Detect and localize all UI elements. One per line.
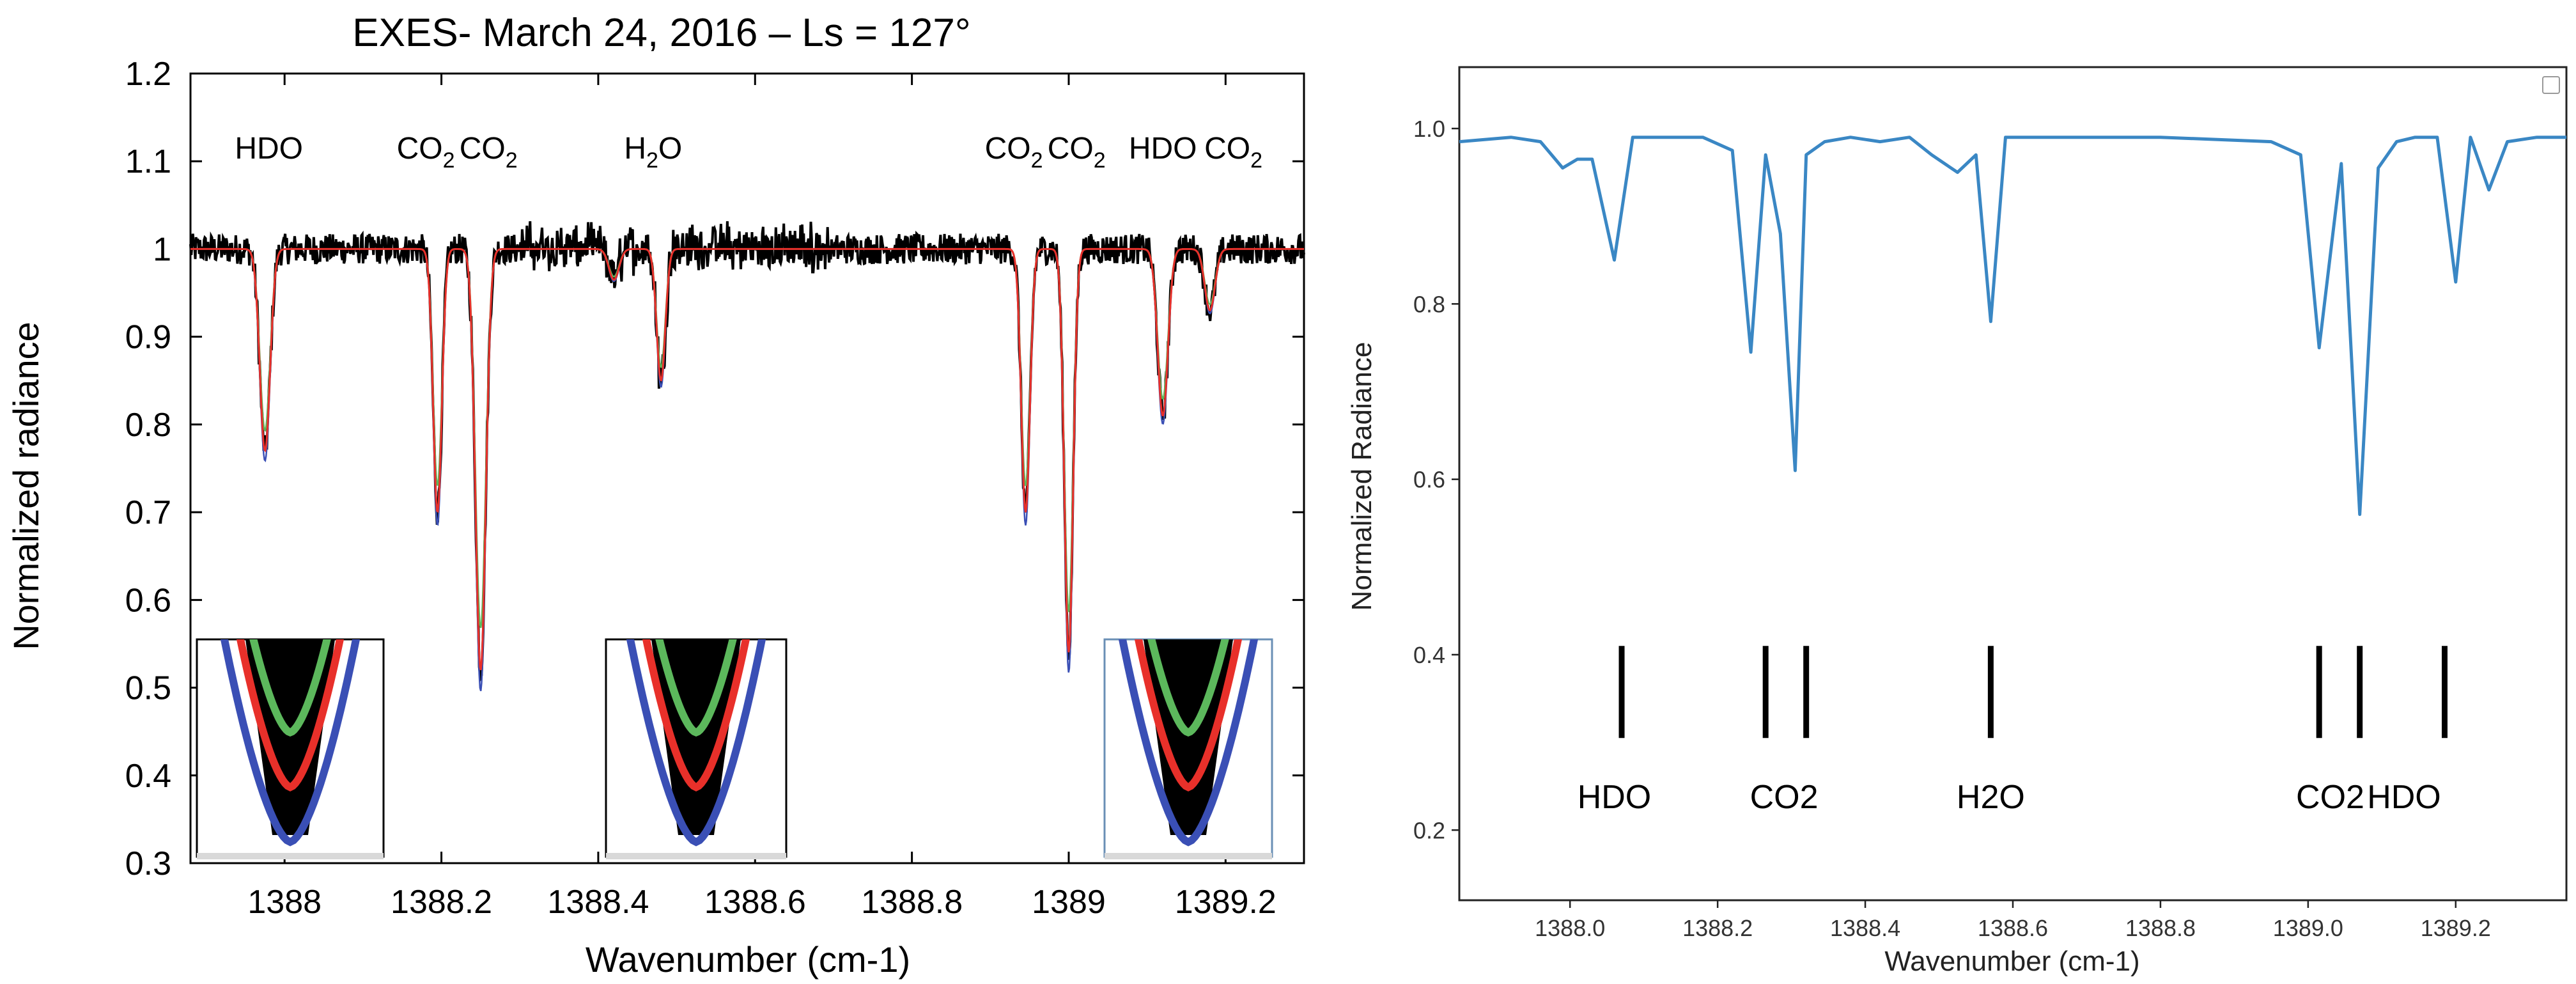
left-x-tick-label: 1389	[1032, 884, 1106, 921]
left-y-tick-label: 0.5	[125, 670, 171, 707]
left-x-tick-label: 1388.2	[391, 884, 492, 921]
right-species-label: HDO	[2367, 779, 2441, 816]
left-x-tick-label: 1389.2	[1175, 884, 1276, 921]
right-species-label: CO2	[1750, 779, 1819, 816]
inset-model-mid	[1134, 639, 1243, 792]
left-species-label: CO2	[985, 132, 1043, 173]
left-series-model-high	[190, 248, 1304, 692]
right-species-label: HDO	[1578, 779, 1652, 816]
right-series-spectrum	[1459, 136, 2566, 516]
right-x-tick-label: 1388.8	[2125, 915, 2196, 941]
left-species-label: CO2	[1048, 132, 1106, 173]
left-inset-hdo-2	[1103, 638, 1273, 859]
inset-shadow	[1105, 853, 1272, 859]
right-chart: 0.2 0.4 0.6 0.8 1.0 1388.0 1388.2 1388.4 1388.6 1…	[1346, 66, 2568, 977]
right-y-tick-label: 0.4	[1413, 642, 1445, 668]
left-inset-hdo	[196, 638, 385, 859]
left-x-axis-title: Wavenumber (cm-1)	[586, 939, 910, 980]
inset-curves	[1118, 639, 1259, 847]
left-chart: EXES- March 24, 2016 – Ls = 127° 0.30.40…	[6, 11, 1305, 980]
left-series-observed	[189, 221, 1305, 682]
left-x-tick-label: 1388.6	[704, 884, 806, 921]
left-x-tick-label: 1388	[247, 884, 322, 921]
left-y-tick-label: 0.7	[125, 494, 171, 531]
left-species-label: H2O	[624, 132, 682, 173]
inset-model-mid	[642, 639, 750, 792]
left-y-tick-label: 1	[153, 231, 171, 268]
left-plot-area: 0.3 0.4 0.5 0.6 0.7 0.8 0.9 1 1.1 1.2 1388 1388.2 13…	[125, 56, 1305, 921]
inset-model-mid	[236, 639, 345, 792]
inset-model-high	[1118, 639, 1259, 847]
right-plot-frame	[1458, 66, 2568, 902]
right-species-label: CO2	[2296, 779, 2364, 816]
left-species-label: HDO	[235, 132, 303, 166]
left-y-tick-label: 0.8	[125, 407, 171, 444]
inset-model-low	[249, 639, 331, 737]
left-y-tick-label: 0.6	[125, 582, 171, 619]
inset-curves	[220, 639, 361, 847]
left-y-tick-label: 0.3	[125, 845, 171, 882]
left-x-tick-label: 1388.4	[547, 884, 649, 921]
right-y-tick-label: 0.8	[1413, 291, 1445, 317]
right-x-tick-label: 1389.0	[2273, 915, 2343, 941]
left-y-axis-title: Normalized radiance	[6, 322, 46, 650]
left-series-model-low	[190, 248, 1304, 629]
right-x-tick-label: 1388.6	[1978, 915, 2048, 941]
right-species-label: H2O	[1957, 779, 2025, 816]
left-y-tick-label: 0.9	[125, 319, 171, 356]
left-species-label: CO2	[397, 132, 455, 173]
right-plot-area: 0.2 0.4 0.6 0.8 1.0 1388.0 1388.2 1388.4 1388.6 1…	[1413, 66, 2568, 941]
left-species-label: HDO	[1129, 132, 1197, 166]
right-x-tick-label: 1389.2	[2421, 915, 2491, 941]
right-x-tick-label: 1388.4	[1830, 915, 1900, 941]
inset-curves	[626, 639, 766, 847]
inset-model-low	[1147, 639, 1229, 737]
left-species-label: CO2	[1204, 132, 1262, 173]
right-x-tick-label: 1388.0	[1535, 915, 1605, 941]
left-plot-frame	[189, 72, 1305, 864]
left-inset-h2o	[605, 638, 788, 859]
right-y-tick-label: 0.2	[1413, 817, 1445, 843]
left-x-tick-label: 1388.8	[861, 884, 963, 921]
left-y-tick-label: 0.4	[125, 758, 171, 795]
left-y-tick-label: 1.1	[125, 143, 171, 180]
inset-shadow	[197, 853, 384, 859]
inset-model-low	[655, 639, 737, 737]
right-x-tick-label: 1388.2	[1682, 915, 1753, 941]
left-chart-title: EXES- March 24, 2016 – Ls = 127°	[352, 11, 970, 55]
inset-model-high	[626, 639, 766, 847]
left-species-label: CO2	[460, 132, 518, 173]
left-series-model-mid	[190, 247, 1304, 671]
left-y-tick-label: 1.2	[125, 56, 171, 93]
right-legend-box	[2542, 76, 2560, 94]
right-y-axis-title: Normalized Radiance	[1346, 342, 1377, 611]
right-y-tick-label: 1.0	[1413, 116, 1445, 142]
right-x-axis-title: Wavenumber (cm-1)	[1884, 946, 2139, 977]
inset-model-high	[220, 639, 361, 847]
right-y-tick-label: 0.6	[1413, 467, 1445, 493]
inset-shadow	[606, 853, 786, 859]
